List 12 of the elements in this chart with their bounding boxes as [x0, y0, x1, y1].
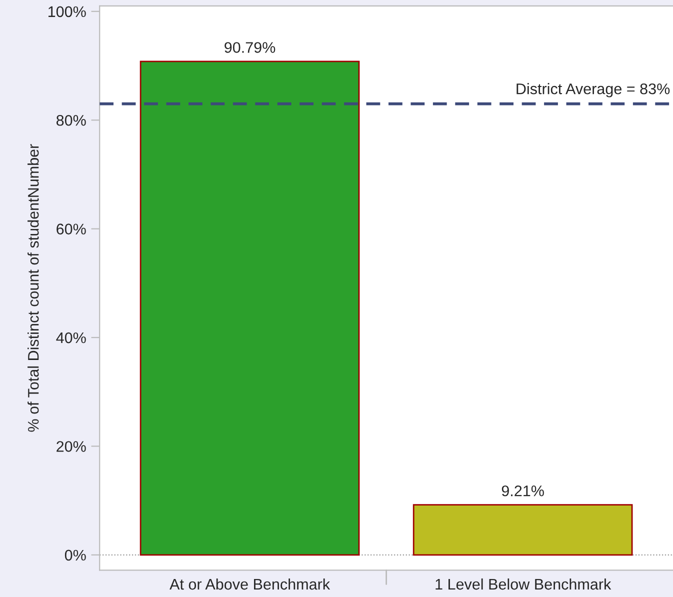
ref-line-label: District Average = 83% [516, 83, 670, 98]
y-tick-label: 100% [48, 6, 86, 18]
y-tick-label: 60% [56, 224, 86, 234]
x-tick-label: At or Above Benchmark [170, 578, 330, 590]
y-axis-title: % of Total Distinct count of studentNumber [28, 144, 39, 432]
x-tick-label: 1 Level Below Benchmark [436, 578, 612, 590]
y-tick-label: 20% [56, 441, 86, 452]
data-label: 90.79% [224, 42, 276, 53]
y-tick-label: 40% [56, 332, 86, 344]
data-label: 9.21% [502, 485, 544, 496]
y-tick-label: 80% [56, 114, 86, 126]
y-tick-label: 0% [64, 550, 86, 561]
